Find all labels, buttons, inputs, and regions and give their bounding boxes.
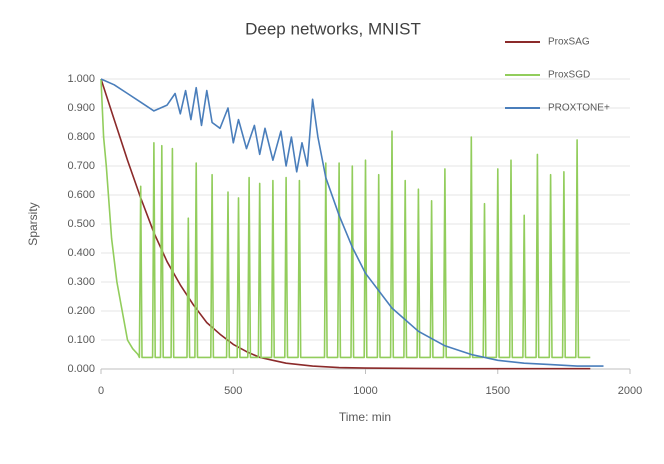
legend-label: ProxSGD [548,70,590,81]
x-tick-label: 0 [98,385,104,397]
y-tick-label: 1.000 [67,73,95,85]
legend-label: ProxSAG [548,37,590,48]
y-tick-label: 0.200 [67,305,95,317]
y-tick-label: 0.400 [67,247,95,259]
x-tick-label: 2000 [618,385,642,397]
series-line [100,78,591,370]
y-tick-label: 0.500 [67,218,95,230]
x-tick-label: 1000 [353,385,377,397]
y-tick-label: 0.800 [67,131,95,143]
chart-title: Deep networks, MNIST [245,19,421,38]
x-tick-label: 1500 [486,385,510,397]
legend-label: PROXTONE+ [548,103,610,114]
y-tick-label: 0.100 [67,334,95,346]
y-tick-label: 0.000 [67,363,95,375]
y-tick-label: 0.600 [67,189,95,201]
y-tick-label: 0.700 [67,160,95,172]
x-tick-label: 500 [224,385,242,397]
x-axis-title: Time: min [339,410,391,424]
series-line [100,78,604,367]
y-axis-title: Sparsity [26,202,40,245]
y-tick-label: 0.900 [67,102,95,114]
y-tick-label: 0.300 [67,276,95,288]
series-line [100,78,591,359]
